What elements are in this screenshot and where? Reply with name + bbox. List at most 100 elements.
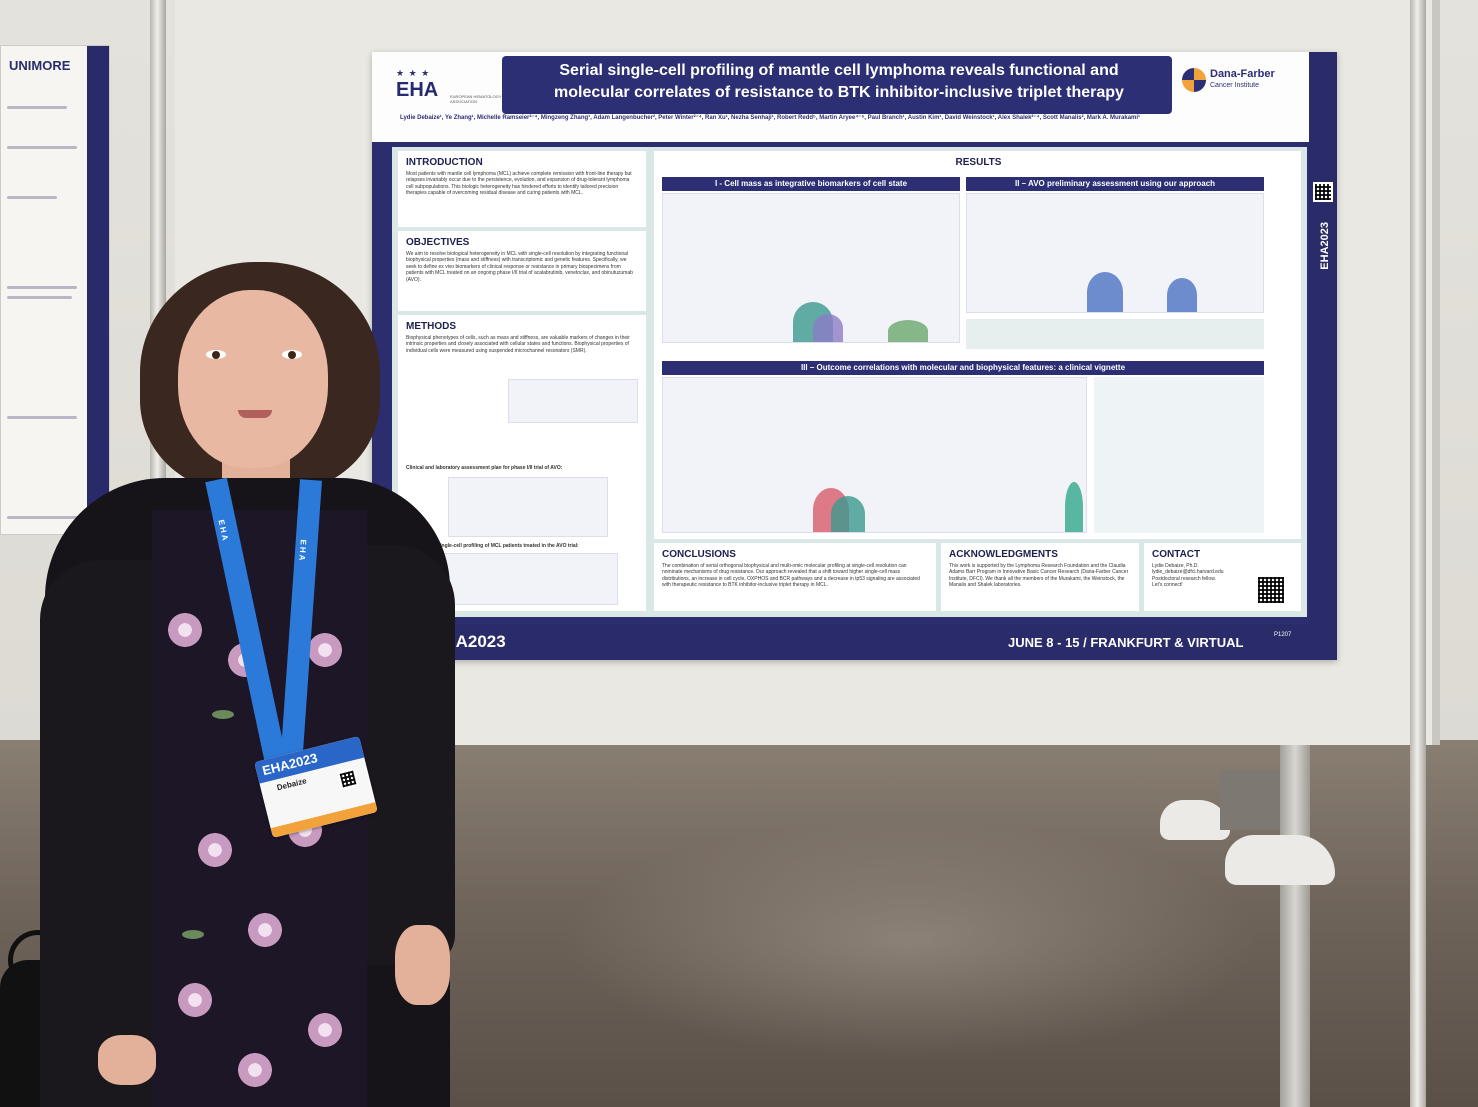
poster-code: P1207 <box>1274 632 1292 638</box>
leaf-print <box>212 710 234 719</box>
eye-right <box>282 350 302 359</box>
adjacent-poster-header: UNIMORE <box>9 58 71 73</box>
methods-text: Biophysical phenotypes of cells, such as… <box>406 335 630 354</box>
adjacent-poster-strip <box>87 46 109 534</box>
longitudinal-profiling-diagram <box>438 553 618 605</box>
methods-box: METHODS Biophysical phenotypes of cells,… <box>398 315 646 611</box>
contact-box: CONTACT Lydie Debaize, Ph.D. lydie_debai… <box>1144 543 1301 611</box>
lanyard-text: EHA <box>297 539 308 563</box>
title-band <box>502 56 1172 114</box>
contact-cta: Let's connect! <box>1152 582 1183 589</box>
contact-name: Lydie Debaize, Ph.D. <box>1152 563 1199 569</box>
footer-dates: JUNE 8 - 15 / FRANKFURT & VIRTUAL <box>1008 635 1244 650</box>
introduction-title: INTRODUCTION <box>406 157 483 168</box>
results-band-1: I - Cell mass as integrative biomarkers … <box>662 177 960 191</box>
results-band-3: III – Outcome correlations with molecula… <box>662 361 1264 375</box>
qr-code-icon <box>1313 182 1333 202</box>
figure-panel-2 <box>966 193 1264 313</box>
floor-reflection <box>560 820 1260 1060</box>
flower-print <box>302 1010 348 1050</box>
density-peak <box>831 496 865 532</box>
conclusions-text: The combination of serial orthogonal bio… <box>662 563 920 589</box>
dfci-name: Dana-Farber <box>1210 68 1275 80</box>
poster-header: ★ ★ ★ EHA EUROPEAN HEMATOLOGY ASSOCIATIO… <box>372 52 1337 142</box>
text-line <box>7 296 72 299</box>
leaf-print <box>182 930 204 939</box>
poster-side-strip: EHA2023 <box>1309 52 1337 660</box>
acknowledgments-title: ACKNOWLEDGMENTS <box>949 549 1058 560</box>
contact-title: CONTACT <box>1152 549 1201 560</box>
text-line <box>7 416 77 419</box>
conclusions-box: CONCLUSIONS The combination of serial or… <box>654 543 936 611</box>
conclusions-title: CONCLUSIONS <box>662 549 736 560</box>
results-text-2 <box>966 319 1264 349</box>
eha-logo: ★ ★ ★ EHA EUROPEAN HEMATOLOGY ASSOCIATIO… <box>396 68 506 124</box>
objectives-title: OBJECTIVES <box>406 237 470 248</box>
results-band-2: II – AVO preliminary assessment using ou… <box>966 177 1264 191</box>
lanyard-text: EHA <box>216 518 231 544</box>
figure-panel-3 <box>662 377 1087 533</box>
text-line <box>7 286 77 289</box>
poster-footer: EHA2023 JUNE 8 - 15 / FRANKFURT & VIRTUA… <box>372 624 1337 660</box>
bag-strap <box>8 930 68 990</box>
flower-print <box>192 830 238 870</box>
left-sleeve <box>40 560 170 1107</box>
contact-email: lydie_debaize@dfci.harvard.edu <box>1152 569 1224 576</box>
face <box>178 290 328 468</box>
text-line <box>7 196 57 199</box>
poster-title: Serial single-cell profiling of mantle c… <box>514 60 1164 104</box>
assessment-plan-diagram <box>448 477 608 537</box>
eye-left <box>206 350 226 359</box>
results-title: RESULTS <box>955 157 1002 168</box>
methods-subheading-2: Longitudinal single-cell profiling of MC… <box>406 543 579 549</box>
methods-title: METHODS <box>406 321 456 332</box>
mouth <box>238 410 272 418</box>
stars-icon: ★ ★ ★ <box>396 68 431 78</box>
objectives-box: OBJECTIVES We aim to resolve biological … <box>398 231 646 311</box>
sneaker-left <box>1160 800 1230 840</box>
floral-dress <box>152 510 367 1107</box>
text-line <box>7 146 77 149</box>
flower-print <box>172 980 218 1020</box>
dfci-subtitle: Cancer Institute <box>1210 82 1260 89</box>
pants <box>1220 770 1280 830</box>
flower-print <box>232 1050 278 1090</box>
qr-code-icon <box>1256 575 1286 605</box>
sneaker-right <box>1225 835 1335 885</box>
acknowledgments-text: This work is supported by the Lymphoma R… <box>949 563 1129 589</box>
adjacent-poster: UNIMORE <box>0 45 110 535</box>
introduction-text: Most patients with mantle cell lymphoma … <box>406 171 632 197</box>
title-line-1: Serial single-cell profiling of mantle c… <box>559 62 1119 79</box>
title-line-2: molecular correlates of resistance to BT… <box>554 84 1124 101</box>
density-peak <box>1087 272 1123 312</box>
poster-content: INTRODUCTION Most patients with mantle c… <box>392 147 1307 617</box>
text-line <box>7 106 67 109</box>
eha-mark: EHA <box>396 79 439 101</box>
research-poster: ★ ★ ★ EHA EUROPEAN HEMATOLOGY ASSOCIATIO… <box>372 52 1337 660</box>
figure-panel-1 <box>662 193 960 343</box>
acknowledgments-box: ACKNOWLEDGMENTS This work is supported b… <box>941 543 1139 611</box>
introduction-box: INTRODUCTION Most patients with mantle c… <box>398 151 646 227</box>
dfci-logo-icon <box>1182 68 1206 92</box>
right-hand <box>395 925 450 1005</box>
text-line <box>7 516 79 519</box>
density-peak <box>1167 278 1197 312</box>
flower-print <box>242 910 288 950</box>
smr-diagram <box>508 379 638 423</box>
side-strip-label: EHA2023 <box>1319 222 1331 270</box>
objectives-text: We aim to resolve biological heterogenei… <box>406 251 633 283</box>
left-hand <box>98 1035 156 1085</box>
board-pole-right <box>1410 0 1426 1107</box>
clinical-vignette-text <box>1094 377 1264 533</box>
methods-subheading-1: Clinical and laboratory assessment plan … <box>406 465 563 471</box>
author-list: Lydie Debaize¹, Ye Zhang¹, Michelle Rams… <box>400 115 1141 121</box>
density-peak <box>888 320 928 342</box>
eha-subtitle: EUROPEAN HEMATOLOGY ASSOCIATION <box>450 94 502 104</box>
contact-role: Postdoctoral research fellow. <box>1152 575 1216 582</box>
density-peak <box>813 314 843 342</box>
board-leg <box>1280 745 1310 1107</box>
results-box: RESULTS I - Cell mass as integrative bio… <box>654 151 1301 539</box>
dfci-logo: Dana-Farber Cancer Institute <box>1180 66 1300 106</box>
flower-print <box>162 610 208 650</box>
violin-plot <box>1065 482 1083 532</box>
